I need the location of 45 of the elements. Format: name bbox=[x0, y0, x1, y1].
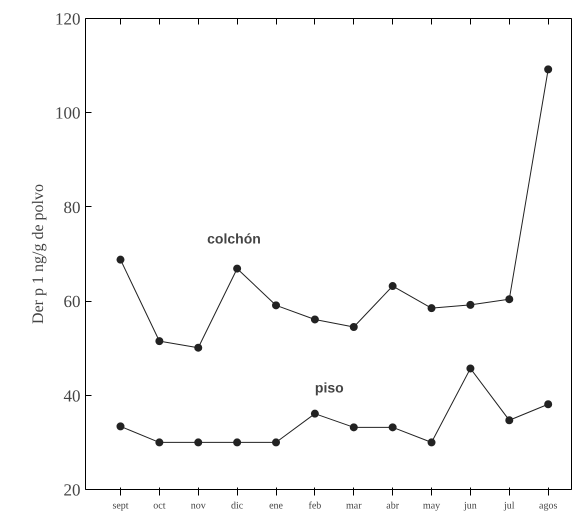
x-tick-label: abr bbox=[386, 500, 400, 512]
point bbox=[505, 295, 514, 304]
y-axis-title: Der p 1 ng/g de polvo bbox=[30, 184, 47, 324]
point bbox=[310, 315, 319, 324]
point bbox=[350, 423, 358, 432]
x-tick-label: oct bbox=[153, 500, 166, 512]
point bbox=[194, 438, 202, 446]
point bbox=[116, 422, 124, 430]
point bbox=[544, 65, 552, 74]
point bbox=[388, 423, 397, 432]
y-tick-label: 120 bbox=[55, 10, 80, 28]
point bbox=[233, 438, 242, 446]
point bbox=[194, 344, 202, 352]
point bbox=[428, 304, 436, 312]
x-tick-label: agos bbox=[539, 500, 558, 512]
point bbox=[466, 300, 474, 309]
point bbox=[155, 337, 164, 346]
x-tick-label: sept bbox=[112, 500, 129, 512]
y-tick-label: 80 bbox=[64, 198, 80, 217]
point bbox=[272, 438, 280, 446]
point bbox=[428, 438, 436, 446]
point bbox=[505, 416, 514, 424]
point bbox=[350, 323, 358, 331]
point bbox=[233, 264, 242, 273]
y-tick-label: 60 bbox=[64, 292, 80, 312]
x-tick-label: mar bbox=[346, 500, 362, 512]
x-tick-label: may bbox=[422, 500, 440, 512]
series-label: colchón bbox=[207, 230, 261, 247]
y-tick-label: 100 bbox=[55, 104, 80, 123]
y-tick-label: 40 bbox=[64, 386, 80, 406]
x-tick-label: jul bbox=[503, 500, 515, 512]
x-tick-label: feb bbox=[308, 500, 322, 512]
point bbox=[116, 256, 124, 264]
point bbox=[310, 410, 319, 418]
x-tick-label: nov bbox=[190, 500, 206, 512]
x-tick-label: dic bbox=[231, 500, 244, 512]
y-tick-label: 20 bbox=[64, 480, 80, 500]
point bbox=[272, 301, 280, 310]
point bbox=[544, 400, 552, 408]
point bbox=[466, 364, 474, 372]
point bbox=[155, 438, 164, 446]
x-tick-label: ene bbox=[269, 500, 284, 512]
x-tick-label: jun bbox=[463, 500, 477, 512]
point bbox=[388, 282, 397, 290]
series-label: piso bbox=[314, 380, 344, 396]
